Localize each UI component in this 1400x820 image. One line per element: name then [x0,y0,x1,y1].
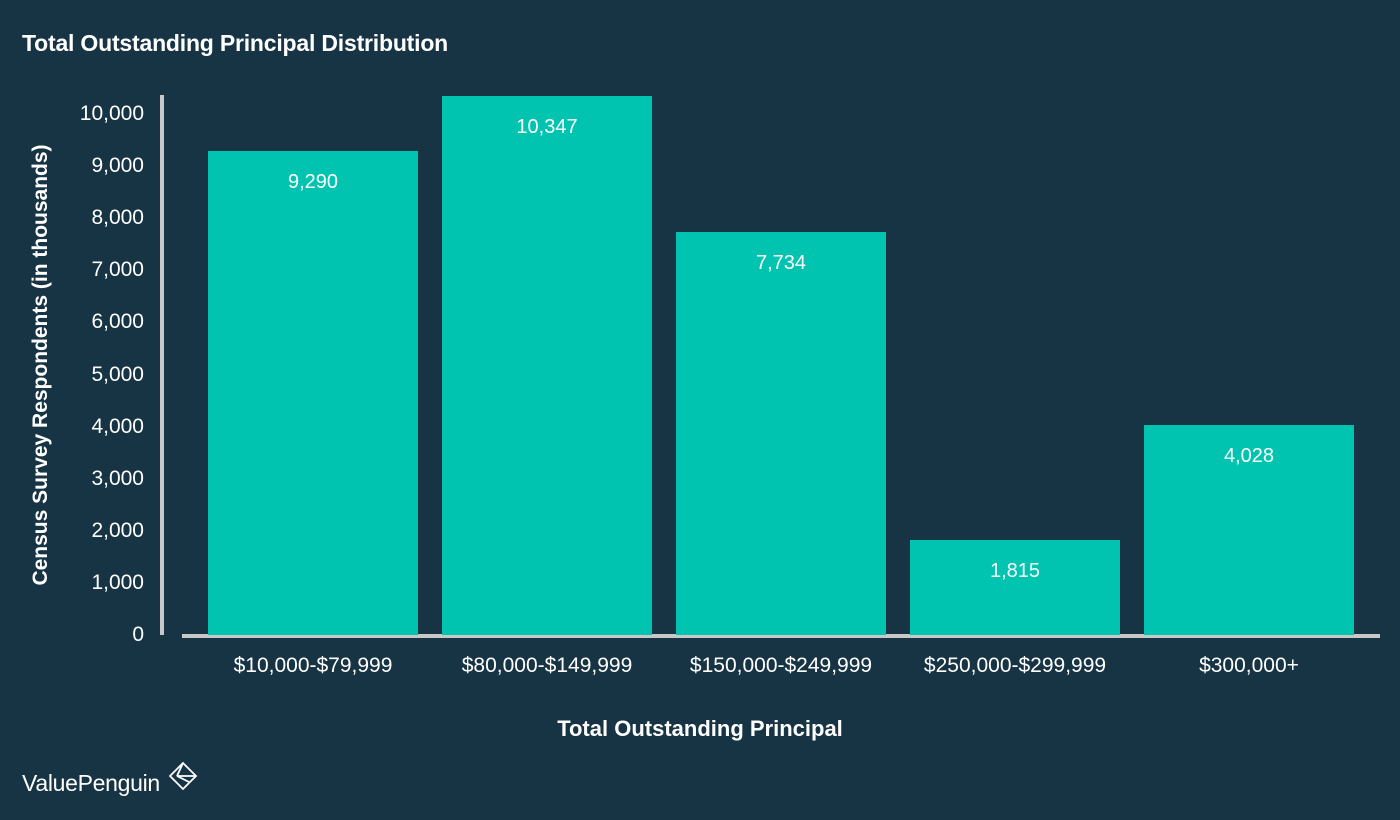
chart-title: Total Outstanding Principal Distribution [22,30,449,56]
bar-value-label: 10,347 [516,115,578,138]
y-tick-label: 10,000 [79,102,144,125]
x-axis-line [182,634,1380,638]
y-tick-label: 1,000 [91,570,144,594]
y-tick-label: 5,000 [91,362,144,386]
x-axis-label: Total Outstanding Principal [557,716,843,741]
y-tick-label: 6,000 [91,310,144,334]
brand-name: ValuePenguin [22,770,160,796]
bar: 9,290 [208,150,418,635]
bar: 1,815 [910,540,1120,635]
y-axis-line [160,95,164,635]
x-tick-label: $80,000-$149,999 [461,654,633,677]
bar: 7,734 [676,232,886,635]
y-tick-label: 0 [132,623,144,646]
bar-value-label: 9,290 [287,170,339,193]
y-tick-label: 4,000 [91,414,144,438]
y-tick-label: 2,000 [91,518,144,542]
x-tick-label: $250,000-$299,999 [923,654,1107,677]
y-tick-label: 9,000 [91,154,144,178]
y-tick-label: 7,000 [91,258,144,282]
y-tick-label: 8,000 [91,206,144,230]
valuepenguin-logo-icon [168,761,198,790]
y-axis-label: Census Survey Respondents (in thousands) [29,144,52,586]
y-tick-label: 3,000 [91,466,144,490]
bar: 4,028 [1144,425,1354,635]
bar-value-label: 1,815 [989,560,1041,583]
bar: 10,347 [442,95,652,635]
x-tick-label: $10,000-$79,999 [233,654,393,677]
bar-value-label: 4,028 [1223,445,1275,468]
bar-value-label: 7,734 [755,252,807,275]
brand-watermark: ValuePenguin [22,761,200,797]
x-tick-label: $300,000+ [1199,654,1299,677]
x-tick-label: $150,000-$249,999 [689,654,873,677]
